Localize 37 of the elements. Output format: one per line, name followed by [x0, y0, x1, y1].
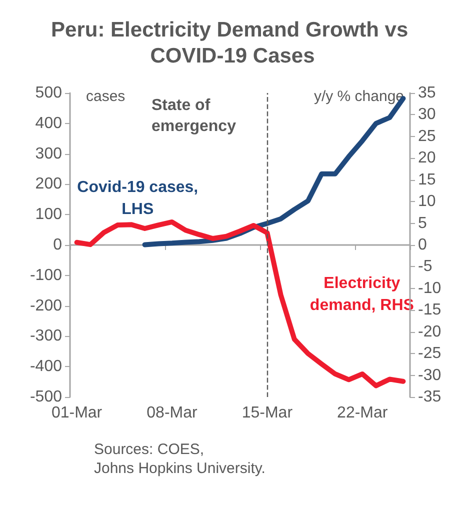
y-axis-title: cases — [86, 88, 126, 105]
y2-tick-label: -30 — [418, 366, 442, 384]
y-tick-label: -100 — [30, 266, 62, 284]
y-tick-label: 200 — [35, 176, 62, 193]
x-tick-label: 01-Mar — [51, 404, 103, 422]
series-label: Covid-19 cases, LHS — [77, 179, 198, 218]
y-tick-label: -500 — [30, 388, 62, 406]
y2-tick-label: 20 — [418, 150, 436, 167]
y2-tick-label: 0 — [418, 236, 427, 254]
source-note: Sources: COES, Johns Hopkins University. — [94, 441, 266, 477]
y2-tick-label: -20 — [418, 323, 442, 340]
x-tick-label: 22-Mar — [337, 404, 388, 422]
series-label: Electricity demand, RHS — [310, 275, 414, 314]
y-tick-label: 400 — [35, 114, 62, 132]
y2-tick-label: -5 — [418, 258, 432, 276]
y2-axis-title: y/y % change — [314, 88, 404, 105]
y2-tick-label: 15 — [418, 171, 436, 188]
y2-tick-label: 25 — [418, 128, 436, 145]
y2-tick-label: -15 — [418, 302, 442, 319]
y2-tick-label: 35 — [418, 84, 436, 102]
y-tick-label: 0 — [53, 236, 62, 254]
y-tick-label: -300 — [30, 328, 62, 345]
x-tick-label: 15-Mar — [242, 404, 294, 422]
y2-tick-label: 30 — [418, 106, 436, 124]
y-tick-label: -200 — [30, 297, 62, 314]
ref-line-label: State of emergency — [151, 97, 236, 135]
y2-tick-label: -35 — [418, 388, 442, 406]
chart-title: Peru: Electricity Demand Growth vs COVID-19 Cases — [51, 18, 414, 68]
y2-tick-label: 10 — [418, 193, 436, 210]
y-tick-label: 500 — [35, 84, 62, 102]
x-tick-label: 08-Mar — [146, 404, 198, 422]
y-tick-label: -400 — [30, 358, 62, 376]
y2-tick-label: -10 — [418, 280, 442, 297]
y2-tick-label: -25 — [418, 345, 442, 362]
y-tick-label: 100 — [35, 206, 62, 224]
y2-tick-label: 5 — [418, 214, 427, 232]
y-tick-label: 300 — [35, 145, 62, 162]
